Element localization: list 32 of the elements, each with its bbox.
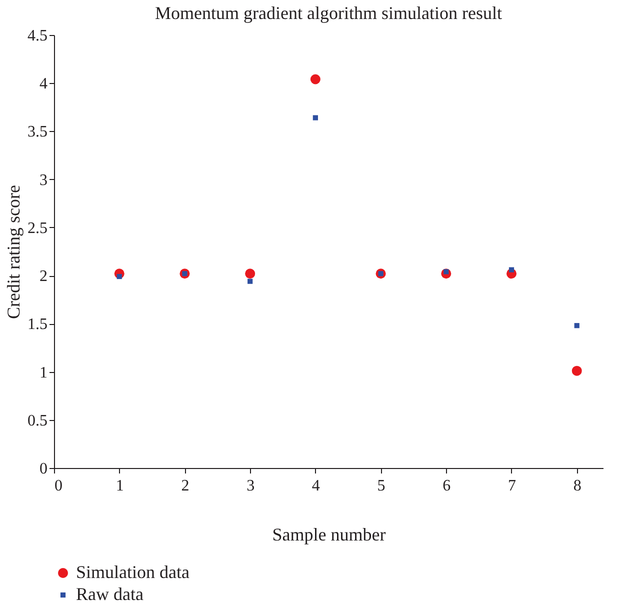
x-tick-label: 6 — [442, 478, 451, 494]
legend-label: Raw data — [76, 584, 144, 604]
x-tick-label: 1 — [116, 478, 124, 494]
x-tick-label: 4 — [312, 478, 320, 494]
y-tick-label: 3.5 — [28, 124, 48, 141]
x-tick-label: 3 — [246, 478, 255, 494]
y-tick-label: 4 — [40, 76, 48, 93]
point — [310, 74, 320, 84]
point — [245, 268, 256, 279]
x-tick-label: 0 — [54, 478, 62, 494]
y-tick-label: 0 — [40, 460, 48, 478]
chart-title: Momentum gradient algorithm simulation result — [155, 3, 502, 23]
point — [248, 278, 253, 284]
y-tick-label: 4.5 — [28, 28, 48, 44]
y-tick-label: 0.5 — [28, 412, 48, 430]
point — [572, 366, 582, 376]
legend-label: Simulation data — [76, 562, 190, 582]
y-tick-label: 1 — [40, 364, 48, 382]
point — [116, 274, 122, 280]
y-tick-label: 1.5 — [28, 316, 48, 334]
x-tick-label: 2 — [181, 478, 190, 494]
y-tick-label: 2 — [40, 268, 48, 286]
x-tick-label: 7 — [508, 478, 516, 494]
point — [508, 267, 514, 272]
point — [574, 323, 580, 328]
y-tick-label: 3 — [40, 172, 48, 189]
x-tick-label: 8 — [573, 478, 582, 494]
x-axis-title: Sample number — [272, 524, 386, 544]
y-axis-title: Credit rating score — [4, 185, 24, 319]
x-tick-label: 5 — [377, 478, 386, 494]
point — [312, 115, 318, 120]
y-tick-label: 2.5 — [28, 220, 48, 237]
